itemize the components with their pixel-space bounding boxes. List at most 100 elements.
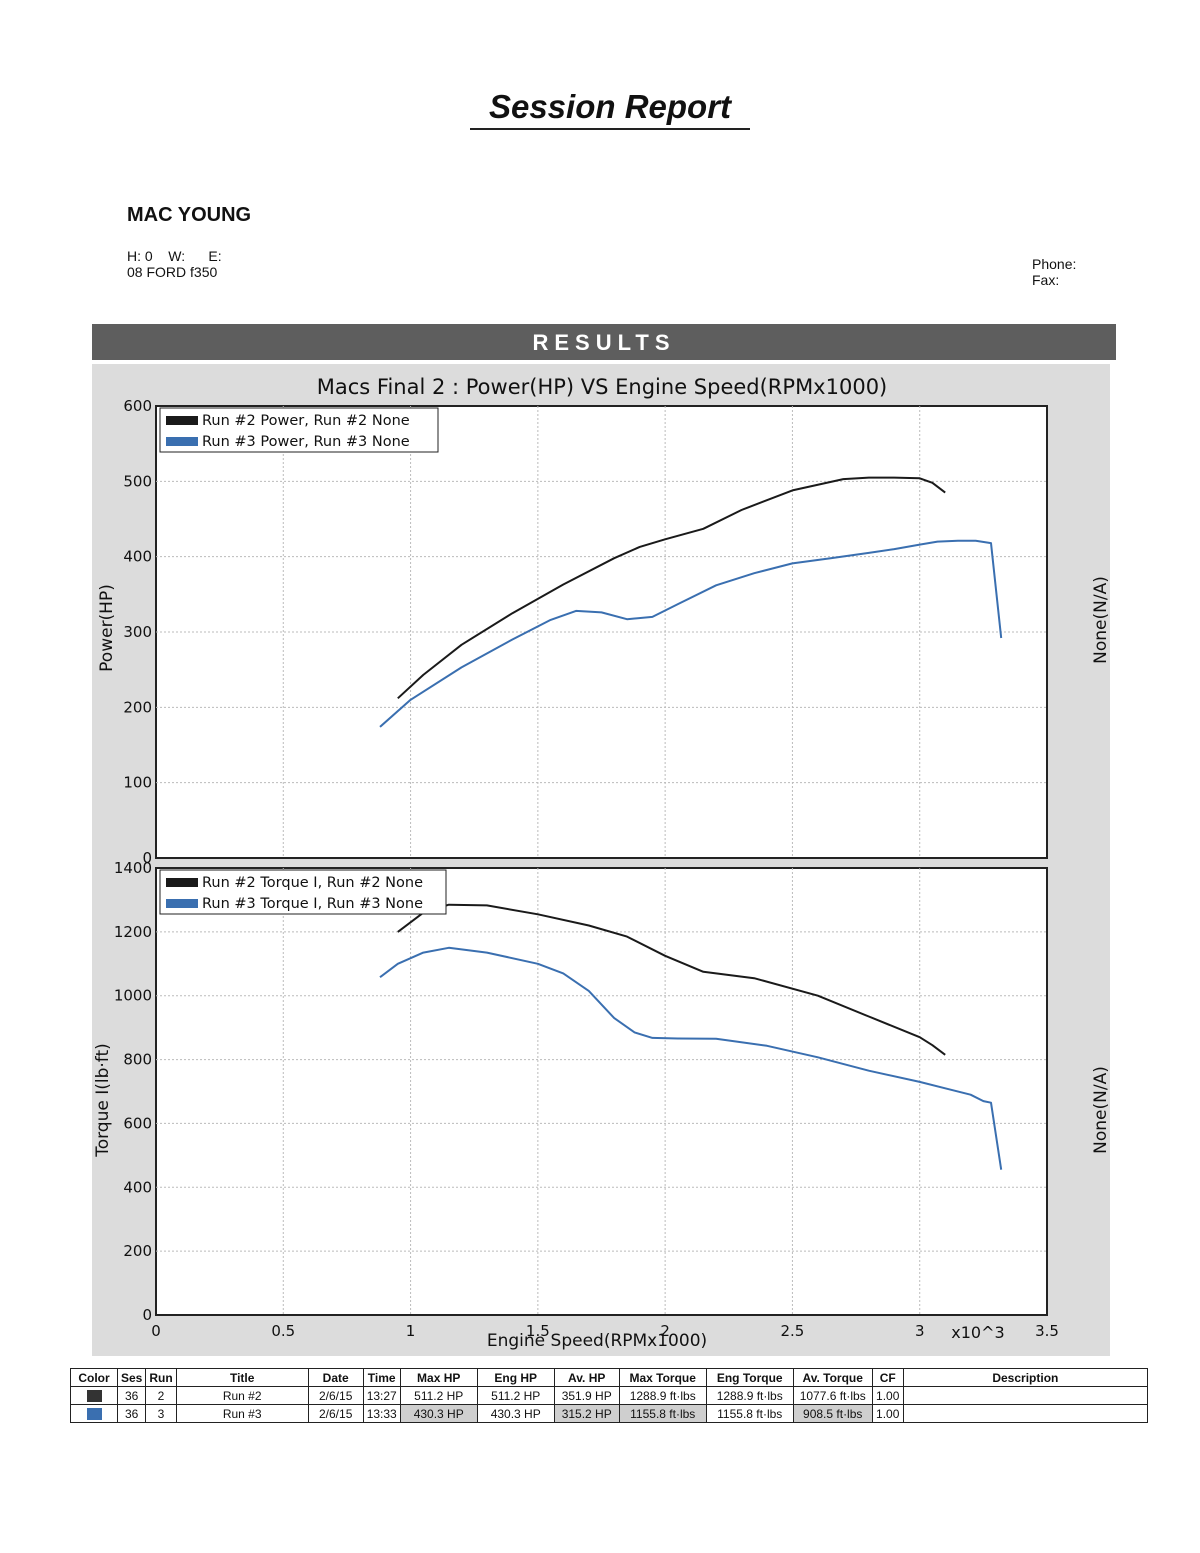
- report-title: Session Report: [470, 88, 750, 130]
- y-tick-label: 200: [123, 698, 152, 716]
- av-torque-cell: 908.5 ft·lbs: [792, 1404, 873, 1423]
- plot-area: [155, 867, 1048, 1316]
- run-cell: 2: [145, 1386, 177, 1405]
- x-tick-label: 1.5: [526, 1322, 550, 1340]
- ses-cell: 36: [116, 1386, 147, 1405]
- x-tick-label: 0: [151, 1322, 161, 1340]
- eng-hp-cell: 430.3 HP: [476, 1404, 555, 1423]
- x-multiplier-label: x10^3: [951, 1323, 1004, 1342]
- run3-torque-line: [379, 946, 1003, 1170]
- x-tick-label: 1: [406, 1322, 416, 1340]
- run2-torque-line: [397, 903, 946, 1056]
- legend-box: [159, 407, 439, 453]
- color-cell: [70, 1386, 118, 1405]
- y-tick-label: 200: [123, 1242, 152, 1260]
- runs-table: Color Ses Run Title Date Time Max HP Eng…: [70, 1368, 1149, 1423]
- col-header: Date: [307, 1368, 364, 1387]
- max-hp-cell: 430.3 HP: [399, 1404, 478, 1423]
- av-hp-cell: 351.9 HP: [553, 1386, 620, 1405]
- y-tick-label: 1400: [114, 859, 152, 877]
- table-header-row: Color Ses Run Title Date Time Max HP Eng…: [70, 1368, 1149, 1387]
- y-tick-label: 600: [123, 1114, 152, 1132]
- legend-label: Run #3 Torque I, Run #3 None: [202, 896, 423, 912]
- power-y2-label: None(N/A): [1091, 576, 1110, 664]
- y-tick-label: 100: [123, 774, 152, 792]
- run-cell: 3: [145, 1404, 177, 1423]
- col-header: Ses: [116, 1368, 147, 1387]
- col-header: Eng HP: [476, 1368, 555, 1387]
- cf-cell: 1.00: [871, 1404, 904, 1423]
- power-plot: 0 100 200 300 400 500 600 Run #2 Power, Run #2 …: [123, 397, 1048, 867]
- max-torque-cell: 1288.9 ft·lbs: [618, 1386, 707, 1405]
- run3-power-line: [379, 539, 1003, 728]
- legend-label: Run #2 Power, Run #2 None: [202, 413, 410, 429]
- ses-cell: 36: [116, 1404, 147, 1423]
- y-tick-label: 600: [123, 397, 152, 415]
- legend-swatch: [166, 416, 198, 425]
- torque-y2-label: None(N/A): [1091, 1066, 1110, 1154]
- power-y-label: Power(HP): [97, 584, 117, 672]
- x-tick-label: 3.5: [1035, 1322, 1059, 1340]
- y-tick-label: 1000: [114, 987, 152, 1005]
- power-chart-title: Macs Final 2 : Power(HP) VS Engine Speed…: [317, 375, 888, 399]
- eng-torque-cell: 1155.8 ft·lbs: [705, 1404, 794, 1423]
- torque-plot: 0 200 400 600 800 1000 1200 1400 0 0.5 1 1.5 2 2.5 3 3.…: [114, 859, 1059, 1340]
- table-row: 36 2 Run #2 2/6/15 13:27 511.2 HP 511.2 …: [70, 1386, 1149, 1405]
- legend-label: Run #3 Power, Run #3 None: [202, 434, 410, 450]
- results-header: RESULTS: [92, 324, 1116, 360]
- title-cell: Run #2: [175, 1386, 309, 1405]
- vehicle-label: 08 FORD f350: [127, 264, 218, 280]
- x-tick-label: 3: [915, 1322, 925, 1340]
- date-cell: 2/6/15: [307, 1404, 364, 1423]
- col-header: Time: [362, 1368, 401, 1387]
- legend-swatch: [166, 437, 198, 446]
- legend: Run #2 Torque I, Run #2 None Run #3 Torqu…: [159, 869, 447, 915]
- time-cell: 13:27: [362, 1386, 401, 1405]
- max-torque-cell: 1155.8 ft·lbs: [618, 1404, 707, 1423]
- x-tick-label: 2.5: [780, 1322, 804, 1340]
- legend-swatch: [166, 899, 198, 908]
- eng-torque-cell: 1288.9 ft·lbs: [705, 1386, 794, 1405]
- chart-panel: Macs Final 2 : Power(HP) VS Engine Speed…: [92, 364, 1111, 1356]
- y-tick-label: 800: [123, 1051, 152, 1069]
- y-tick-label: 0: [142, 849, 152, 867]
- phone-label: Phone:: [1032, 256, 1077, 272]
- run3-color-swatch: [86, 1408, 102, 1421]
- col-header: Max HP: [399, 1368, 478, 1387]
- height-weight-line: H: 0 W: E:: [127, 248, 222, 264]
- time-cell: 13:33: [362, 1404, 401, 1423]
- y-tick-label: 500: [123, 472, 152, 490]
- dyno-charts: Macs Final 2 : Power(HP) VS Engine Speed…: [93, 375, 1111, 1351]
- date-cell: 2/6/15: [307, 1386, 364, 1405]
- av-torque-cell: 1077.6 ft·lbs: [792, 1386, 873, 1405]
- legend: Run #2 Power, Run #2 None Run #3 Power, R…: [159, 407, 439, 453]
- col-header: Max Torque: [618, 1368, 707, 1387]
- x-tick-label: 0.5: [271, 1322, 295, 1340]
- x-tick-label: 2: [660, 1322, 670, 1340]
- fax-label: Fax:: [1032, 272, 1060, 288]
- eng-hp-cell: 511.2 HP: [476, 1386, 555, 1405]
- table-row: 36 3 Run #3 2/6/15 13:33 430.3 HP 430.3 …: [70, 1404, 1149, 1423]
- col-header: Av. HP: [553, 1368, 620, 1387]
- col-header: CF: [871, 1368, 904, 1387]
- col-header: Description: [902, 1368, 1149, 1387]
- x-axis-label: Engine Speed(RPMx1000): [487, 1331, 707, 1351]
- col-header: Title: [175, 1368, 309, 1387]
- torque-y-label: Torque I(lb·ft): [93, 1043, 113, 1158]
- av-hp-cell: 315.2 HP: [553, 1404, 620, 1423]
- y-tick-label: 300: [123, 623, 152, 641]
- y-tick-label: 1200: [114, 923, 152, 941]
- col-header: Color: [70, 1368, 118, 1387]
- description-cell: [902, 1386, 1149, 1405]
- legend-label: Run #2 Torque I, Run #2 None: [202, 875, 423, 891]
- col-header: Eng Torque: [705, 1368, 794, 1387]
- col-header: Run: [145, 1368, 177, 1387]
- description-cell: [902, 1404, 1149, 1423]
- title-cell: Run #3: [175, 1404, 309, 1423]
- y-tick-label: 0: [142, 1306, 152, 1324]
- max-hp-cell: 511.2 HP: [399, 1386, 478, 1405]
- legend-swatch: [166, 878, 198, 887]
- cf-cell: 1.00: [871, 1386, 904, 1405]
- col-header: Av. Torque: [792, 1368, 873, 1387]
- legend-box: [159, 869, 447, 915]
